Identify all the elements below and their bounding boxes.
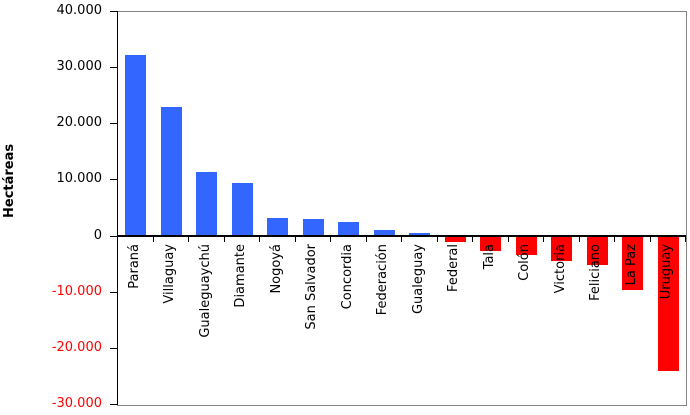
y-axis-tick (110, 291, 117, 293)
category-label: Gualeguay (410, 243, 426, 314)
bar-federal (444, 236, 466, 243)
y-axis-tick-label: -20.000 (51, 339, 102, 355)
bar-paraná (125, 54, 147, 237)
x-axis-tick (224, 236, 225, 242)
x-axis-tick (330, 236, 331, 242)
category-label: La Paz (623, 243, 639, 285)
y-axis-tick-label: -30.000 (51, 396, 102, 411)
category-label: Federación (375, 243, 391, 315)
y-axis-tick-label: -10.000 (51, 283, 102, 299)
category-label: Paraná (126, 243, 142, 289)
bar-uruguay (657, 236, 679, 372)
category-label: San Salvador (304, 243, 320, 330)
bar-nogoyá (267, 218, 289, 237)
category-label: Tala (481, 243, 497, 269)
x-axis-tick (614, 236, 615, 242)
y-axis-title: Hectáreas (2, 143, 17, 218)
category-label: Villaguay (162, 243, 178, 304)
y-axis-tick-label: 0 (93, 227, 102, 243)
x-axis-tick (543, 236, 544, 242)
x-axis-tick (366, 236, 367, 242)
x-axis-tick (650, 236, 651, 242)
bar-gualeguaychú (196, 172, 218, 237)
y-axis-tick-label: 30.000 (56, 59, 103, 75)
category-label: Feliciano (588, 243, 604, 301)
x-axis-line (117, 234, 686, 237)
x-axis-tick (295, 236, 296, 242)
bar-tala (480, 236, 502, 251)
x-axis-tick (259, 236, 260, 242)
y-axis-tick-label: 10.000 (56, 171, 103, 187)
bar-federación (373, 230, 395, 237)
category-label: Uruguay (659, 243, 675, 299)
plot-area (117, 11, 687, 406)
category-label: Victoria (552, 243, 568, 293)
x-axis-tick (117, 236, 118, 242)
y-axis-tick-label: 20.000 (56, 115, 103, 131)
y-axis-tick (110, 235, 117, 237)
bar-colón (515, 236, 537, 255)
x-axis-tick (401, 236, 402, 242)
y-axis-tick (110, 67, 117, 69)
x-axis-tick (188, 236, 189, 242)
category-label: Gualeguaychú (197, 243, 213, 338)
x-axis-tick (579, 236, 580, 242)
x-axis-tick (153, 236, 154, 242)
y-axis-tick (110, 404, 117, 405)
bar-feliciano (586, 236, 608, 265)
category-label: Federal (446, 243, 462, 292)
category-label: Diamante (233, 243, 249, 308)
x-axis-tick (685, 236, 686, 242)
bar-la-paz (622, 236, 644, 290)
bar-diamante (231, 182, 253, 237)
bar-concordia (338, 221, 360, 237)
category-label: Nogoyá (268, 243, 284, 294)
bar-san-salvador (302, 218, 324, 237)
y-axis-tick-label: 40.000 (56, 3, 103, 18)
y-axis-tick (110, 179, 117, 181)
x-axis-tick (508, 236, 509, 242)
y-axis-tick (110, 347, 117, 349)
bar-villaguay (160, 106, 182, 237)
y-axis-line (117, 11, 118, 405)
bar-victoria (551, 236, 573, 262)
category-label: Colón (517, 243, 533, 281)
x-axis-tick (472, 236, 473, 242)
y-axis-tick (110, 123, 117, 125)
y-axis-tick (110, 11, 117, 12)
category-label: Concordia (339, 243, 355, 309)
x-axis-tick (437, 236, 438, 242)
